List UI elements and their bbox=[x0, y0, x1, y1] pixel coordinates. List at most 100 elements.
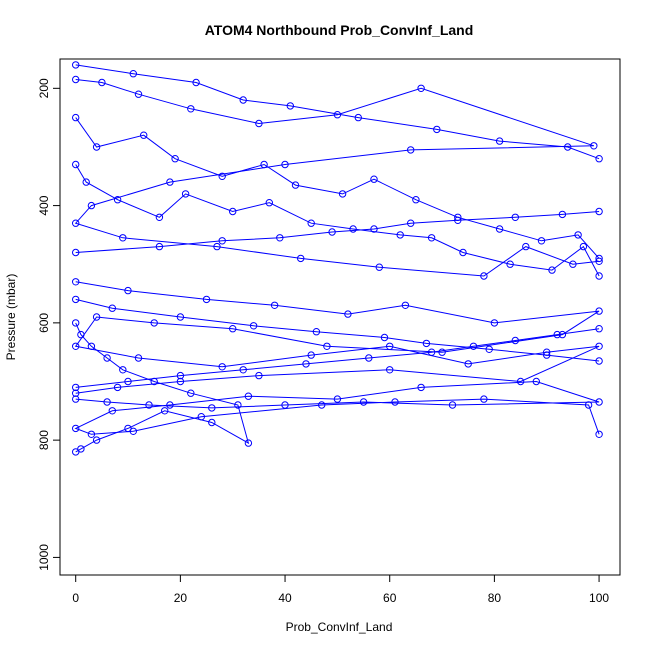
data-point bbox=[171, 155, 179, 163]
data-point bbox=[176, 377, 185, 386]
data-point bbox=[87, 201, 96, 210]
data-point bbox=[255, 119, 263, 128]
y-tick-label: 800 bbox=[37, 430, 51, 450]
series-line bbox=[74, 380, 600, 435]
plot-area bbox=[72, 61, 603, 456]
data-point bbox=[87, 342, 96, 350]
series-7 bbox=[72, 325, 603, 392]
data-point bbox=[103, 354, 111, 362]
data-point bbox=[307, 219, 315, 227]
data-point bbox=[92, 436, 101, 444]
data-point bbox=[396, 231, 404, 239]
data-point bbox=[590, 142, 598, 150]
y-axis: 200 400 600 800 1000 bbox=[37, 78, 61, 571]
data-point bbox=[480, 272, 488, 280]
data-point bbox=[286, 102, 294, 110]
data-point bbox=[333, 395, 342, 403]
data-point bbox=[569, 260, 577, 268]
x-tick-label: 80 bbox=[488, 591, 502, 605]
data-point bbox=[72, 295, 80, 304]
data-point bbox=[249, 322, 258, 330]
data-point bbox=[401, 301, 410, 309]
data-point bbox=[72, 319, 80, 327]
data-point bbox=[92, 313, 101, 321]
data-point bbox=[176, 371, 185, 380]
data-point bbox=[407, 146, 415, 154]
data-point bbox=[244, 392, 253, 400]
series-8 bbox=[72, 207, 603, 257]
data-point bbox=[155, 242, 164, 251]
data-point bbox=[92, 143, 101, 151]
series-6 bbox=[72, 295, 603, 365]
data-point bbox=[108, 304, 117, 312]
data-point bbox=[229, 207, 237, 216]
data-point bbox=[72, 248, 80, 257]
series-4 bbox=[72, 113, 603, 263]
data-point bbox=[490, 319, 499, 327]
data-point bbox=[255, 371, 263, 380]
data-point bbox=[72, 448, 80, 456]
plot-frame bbox=[59, 58, 621, 576]
data-point bbox=[349, 225, 357, 233]
data-point bbox=[208, 404, 216, 412]
x-tick-label: 0 bbox=[72, 591, 79, 605]
data-point bbox=[312, 328, 321, 336]
series-line bbox=[74, 79, 600, 277]
data-point bbox=[72, 424, 80, 433]
data-point bbox=[354, 113, 362, 122]
data-point bbox=[265, 199, 273, 207]
series-line bbox=[75, 117, 600, 259]
data-point bbox=[511, 336, 519, 345]
data-point bbox=[72, 342, 80, 350]
y-tick-label: 400 bbox=[37, 195, 51, 215]
series-0 bbox=[72, 75, 603, 280]
data-point bbox=[564, 143, 572, 151]
y-tick-label: 200 bbox=[37, 78, 51, 98]
data-point bbox=[427, 348, 436, 356]
data-point bbox=[595, 272, 603, 280]
x-tick-label: 40 bbox=[278, 591, 292, 605]
series-line bbox=[75, 328, 600, 388]
data-point bbox=[72, 160, 80, 169]
data-point bbox=[328, 228, 336, 236]
data-point bbox=[166, 178, 174, 186]
data-point bbox=[98, 78, 106, 87]
data-point bbox=[338, 190, 347, 198]
y-tick-label: 1000 bbox=[37, 544, 51, 571]
data-point bbox=[87, 430, 96, 438]
data-point bbox=[417, 383, 425, 392]
data-point bbox=[208, 418, 216, 427]
data-point bbox=[595, 254, 603, 263]
series-5 bbox=[72, 319, 253, 456]
data-point bbox=[558, 210, 567, 219]
data-point bbox=[595, 430, 603, 438]
data-point bbox=[595, 207, 603, 216]
data-point bbox=[574, 231, 582, 239]
series-line bbox=[75, 164, 600, 277]
data-point bbox=[140, 131, 148, 139]
series-1 bbox=[72, 278, 603, 397]
series-line bbox=[75, 298, 600, 362]
data-point bbox=[134, 90, 143, 98]
data-point bbox=[584, 401, 593, 409]
data-point bbox=[72, 278, 80, 286]
data-point bbox=[595, 357, 603, 365]
data-point bbox=[464, 360, 472, 368]
data-point bbox=[113, 383, 122, 392]
data-point bbox=[234, 401, 242, 409]
data-point bbox=[291, 181, 300, 189]
data-point bbox=[370, 225, 378, 233]
data-point bbox=[176, 313, 185, 321]
data-point bbox=[129, 70, 138, 78]
data-point bbox=[522, 242, 530, 251]
data-point bbox=[202, 295, 211, 304]
data-point bbox=[297, 254, 305, 263]
data-point bbox=[72, 395, 80, 403]
x-tick-label: 60 bbox=[383, 591, 397, 605]
data-point bbox=[422, 339, 431, 348]
data-point bbox=[187, 389, 195, 397]
data-point bbox=[438, 348, 446, 356]
data-point bbox=[469, 342, 478, 350]
data-point bbox=[119, 366, 127, 374]
data-point bbox=[380, 333, 389, 342]
